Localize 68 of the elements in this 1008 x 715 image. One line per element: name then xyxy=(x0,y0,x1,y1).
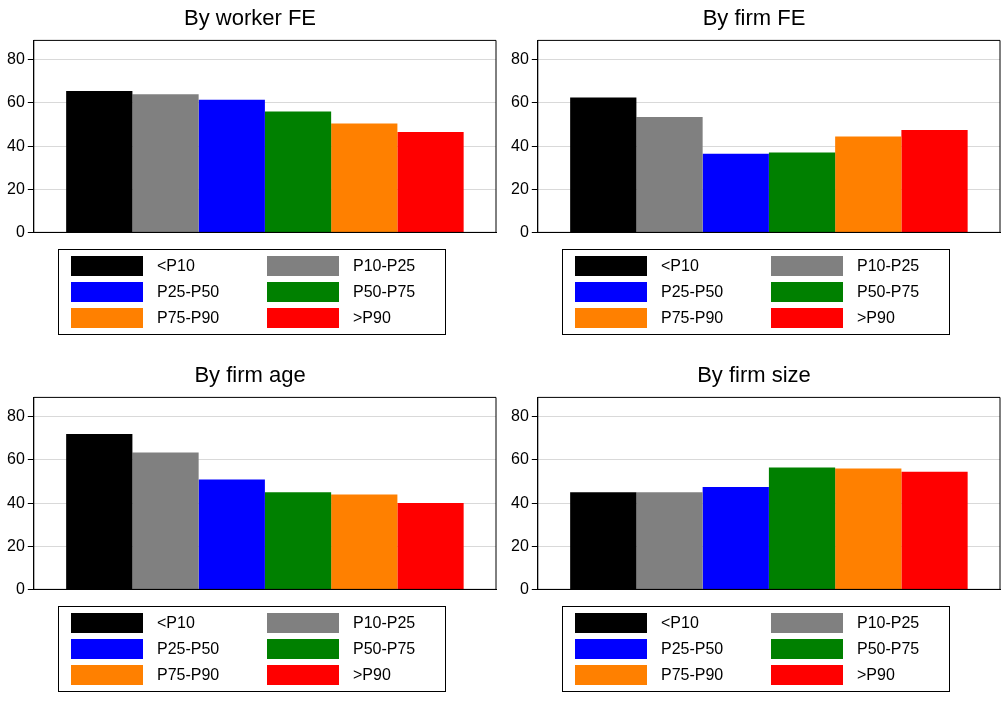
bar xyxy=(132,452,199,589)
y-tick-label: 20 xyxy=(511,179,529,197)
chart-title: By worker FE xyxy=(183,5,317,31)
legend-label: P10-P25 xyxy=(353,257,417,275)
chart-title: By firm FE xyxy=(702,5,806,31)
legend-label: P75-P90 xyxy=(661,309,725,327)
legend-label: <P10 xyxy=(157,614,196,632)
bar xyxy=(132,94,199,232)
legend-label: >P90 xyxy=(857,309,896,327)
legend-label: P75-P90 xyxy=(157,309,221,327)
legend-label: P10-P25 xyxy=(857,614,921,632)
legend-label: <P10 xyxy=(661,614,700,632)
y-tick-label: 40 xyxy=(7,493,25,511)
chart-title: By firm age xyxy=(194,362,306,388)
y-tick-label: 60 xyxy=(511,93,529,111)
bar xyxy=(636,116,703,232)
bar xyxy=(331,494,398,589)
y-tick-label: 60 xyxy=(7,450,25,468)
bar xyxy=(397,503,464,589)
y-tick-label: 20 xyxy=(7,536,25,554)
bar xyxy=(702,153,769,232)
y-tick-label: 0 xyxy=(519,579,529,597)
legend-label: >P90 xyxy=(857,666,896,684)
bar xyxy=(198,479,265,589)
y-tick-label: 40 xyxy=(511,493,529,511)
bar xyxy=(331,123,398,232)
y-tick-label: 60 xyxy=(7,93,25,111)
legend-label: >P90 xyxy=(353,666,392,684)
legend-label: P10-P25 xyxy=(353,614,417,632)
legend-label: P50-P75 xyxy=(857,283,921,301)
legend-label: P50-P75 xyxy=(353,283,417,301)
bar xyxy=(835,136,902,232)
y-tick-label: 0 xyxy=(519,222,529,240)
legend-label: P75-P90 xyxy=(661,666,725,684)
y-tick-label: 0 xyxy=(15,579,25,597)
legend-label: P25-P50 xyxy=(661,640,725,658)
bar xyxy=(901,471,968,589)
bar xyxy=(901,129,968,232)
legend-label: P10-P25 xyxy=(857,257,921,275)
y-tick-label: 20 xyxy=(511,536,529,554)
y-tick-label: 60 xyxy=(511,450,529,468)
legend-label: P50-P75 xyxy=(353,640,417,658)
y-tick-label: 80 xyxy=(7,407,25,425)
legend-label: >P90 xyxy=(353,309,392,327)
legend-label: P75-P90 xyxy=(157,666,221,684)
bar xyxy=(835,468,902,589)
bar xyxy=(198,99,265,232)
legend-label: <P10 xyxy=(661,257,700,275)
y-tick-label: 80 xyxy=(7,50,25,68)
bar xyxy=(264,492,332,589)
legend-label: <P10 xyxy=(157,257,196,275)
legend-label: P25-P50 xyxy=(157,283,221,301)
bar xyxy=(702,486,769,589)
y-tick-label: 0 xyxy=(15,222,25,240)
bar xyxy=(768,467,836,589)
chart-title: By firm size xyxy=(697,362,811,388)
y-tick-label: 20 xyxy=(7,179,25,197)
bar xyxy=(397,132,464,232)
legend-label: P25-P50 xyxy=(661,283,725,301)
y-tick-label: 80 xyxy=(511,50,529,68)
bar xyxy=(264,111,332,232)
y-tick-label: 40 xyxy=(511,136,529,154)
bar xyxy=(636,492,703,589)
y-tick-label: 40 xyxy=(7,136,25,154)
bar xyxy=(768,152,836,232)
legend-label: P25-P50 xyxy=(157,640,221,658)
y-tick-label: 80 xyxy=(511,407,529,425)
legend-label: P50-P75 xyxy=(857,640,921,658)
